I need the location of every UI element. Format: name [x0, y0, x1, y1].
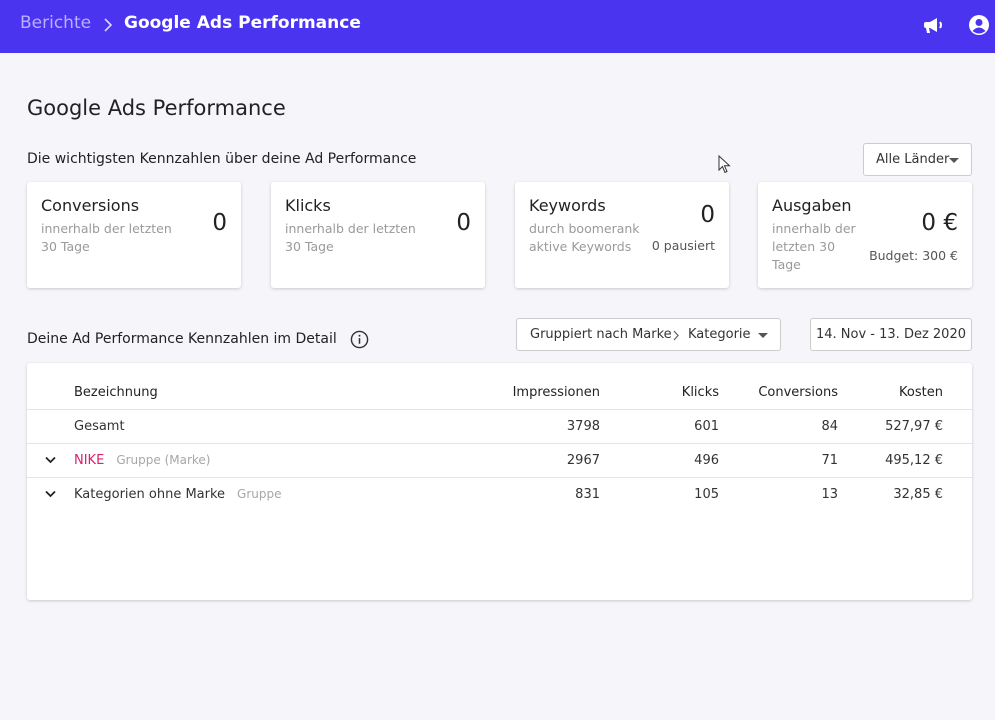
column-header-kosten[interactable]: Kosten [899, 385, 943, 400]
kpi-title: Conversions [41, 196, 140, 215]
kpi-paused-count: 0 pausiert [651, 238, 715, 253]
row-name[interactable]: NIKE [74, 453, 105, 468]
country-filter-select[interactable]: Alle Länder [863, 143, 972, 176]
page-title: Google Ads Performance [27, 96, 286, 120]
account-circle-icon[interactable] [967, 13, 991, 37]
kpi-subtitle-line: 30 Tage [41, 239, 90, 254]
kpi-title: Ausgaben [772, 196, 852, 215]
chevron-down-icon[interactable] [45, 490, 56, 498]
date-range-button[interactable]: 14. Nov - 13. Dez 2020 [810, 318, 972, 351]
row-cost: 32,85 € [893, 487, 943, 502]
chevron-right-icon [673, 330, 679, 341]
kpi-subtitle-line: durch boomerank [529, 221, 640, 236]
kpi-subtitle-line: innerhalb der [772, 221, 856, 236]
kpi-section-heading: Die wichtigsten Kennzahlen über deine Ad… [27, 151, 417, 167]
kpi-subtitle-line: letzten 30 [772, 239, 836, 254]
row-name: Kategorien ohne Marke [74, 487, 226, 502]
row-impressions: 831 [575, 487, 600, 502]
performance-table: Bezeichnung Impressionen Klicks Conversi… [27, 363, 972, 600]
date-range-label: 14. Nov - 13. Dez 2020 [816, 327, 966, 342]
kpi-title: Keywords [529, 196, 606, 215]
kpi-card-klicks: Klicks innerhalb der letzten 30 Tage 0 [271, 182, 485, 288]
kpi-subtitle-line: innerhalb der letzten [41, 221, 172, 236]
row-conversions: 84 [821, 419, 838, 434]
info-icon[interactable] [350, 330, 369, 349]
table-header-row: Bezeichnung Impressionen Klicks Conversi… [27, 376, 972, 410]
megaphone-icon[interactable] [923, 13, 947, 37]
column-header-impressionen[interactable]: Impressionen [512, 385, 600, 400]
kpi-card-keywords: Keywords durch boomerank aktive Keywords… [515, 182, 729, 288]
column-header-klicks[interactable]: Klicks [681, 385, 719, 400]
grouping-select[interactable]: Gruppiert nach Marke Kategorie [516, 318, 781, 351]
country-filter-value: Alle Länder [876, 152, 950, 167]
kpi-subtitle: innerhalb der letzten 30 Tage [285, 220, 416, 256]
kpi-subtitle-line: innerhalb der letzten [285, 221, 416, 236]
row-name: Gesamt [74, 419, 125, 434]
detail-section-heading: Deine Ad Performance Kennzahlen im Detai… [27, 331, 337, 347]
kpi-subtitle: innerhalb der letzten 30 Tage [41, 220, 172, 256]
kpi-value: 0 [700, 202, 715, 228]
kpi-value: 0 [456, 210, 471, 236]
row-cost: 527,97 € [885, 419, 943, 434]
kpi-value: 0 [212, 210, 227, 236]
top-bar: Berichte Google Ads Performance [0, 0, 995, 53]
row-conversions: 13 [821, 487, 838, 502]
kpi-subtitle-line: aktive Keywords [529, 239, 632, 254]
column-header-bezeichnung[interactable]: Bezeichnung [74, 385, 158, 400]
row-clicks: 601 [694, 419, 719, 434]
kpi-value: 0 € [921, 210, 958, 236]
kpi-card-conversions: Conversions innerhalb der letzten 30 Tag… [27, 182, 241, 288]
row-cost: 495,12 € [885, 453, 943, 468]
table-row[interactable]: Kategorien ohne Marke Gruppe 831 105 13 3… [27, 478, 972, 512]
kpi-subtitle: innerhalb der letzten 30 Tage [772, 220, 856, 274]
row-clicks: 105 [694, 487, 719, 502]
breadcrumb-current: Google Ads Performance [124, 13, 361, 33]
table-row[interactable]: NIKE Gruppe (Marke) 2967 496 71 495,12 € [27, 444, 972, 478]
caret-down-icon [758, 333, 768, 338]
row-impressions: 3798 [566, 419, 600, 434]
mouse-cursor-icon [718, 155, 731, 174]
row-name-cell: NIKE Gruppe (Marke) [74, 453, 211, 468]
kpi-title: Klicks [285, 196, 331, 215]
grouping-level-1: Gruppiert nach Marke [530, 327, 672, 342]
caret-down-icon [949, 158, 959, 163]
kpi-subtitle-line: Tage [772, 257, 801, 272]
row-conversions: 71 [821, 453, 838, 468]
kpi-budget: Budget: 300 € [869, 248, 958, 263]
row-group-tag: Gruppe (Marke) [116, 453, 211, 467]
kpi-subtitle-line: 30 Tage [285, 239, 334, 254]
kpi-subtitle: durch boomerank aktive Keywords [529, 220, 640, 256]
grouping-level-2: Kategorie [688, 327, 751, 342]
kpi-card-ausgaben: Ausgaben innerhalb der letzten 30 Tage 0… [758, 182, 972, 288]
chevron-right-icon [104, 18, 113, 32]
table-row: Gesamt 3798 601 84 527,97 € [27, 410, 972, 444]
chevron-down-icon[interactable] [45, 456, 56, 464]
row-group-tag: Gruppe [237, 487, 282, 501]
row-clicks: 496 [694, 453, 719, 468]
column-header-conversions[interactable]: Conversions [758, 385, 838, 400]
row-impressions: 2967 [566, 453, 600, 468]
row-name-cell: Kategorien ohne Marke Gruppe [74, 487, 282, 502]
breadcrumb-berichte[interactable]: Berichte [20, 13, 92, 33]
